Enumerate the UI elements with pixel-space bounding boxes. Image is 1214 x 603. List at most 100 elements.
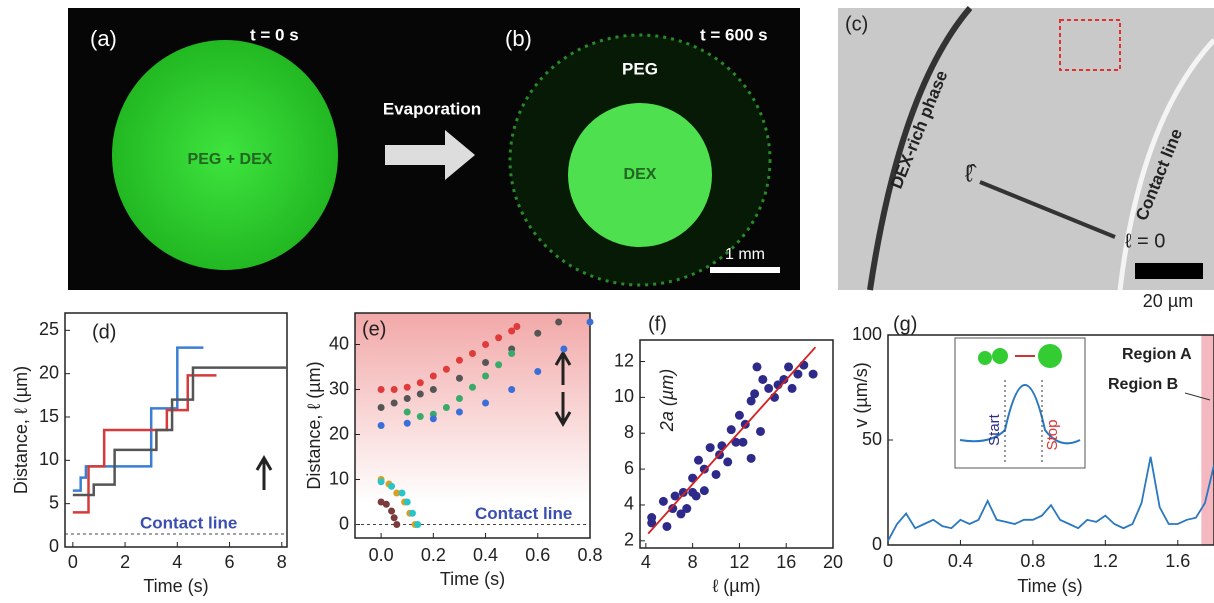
point xyxy=(756,427,765,436)
time-label: t = 600 s xyxy=(700,25,768,44)
point xyxy=(391,400,398,407)
x-tick-label: 8 xyxy=(277,552,287,572)
point xyxy=(482,359,489,366)
point xyxy=(443,366,450,373)
outer-label: PEG xyxy=(622,59,658,78)
point xyxy=(692,492,701,501)
point xyxy=(784,362,793,371)
y-tick-label: 4 xyxy=(624,494,634,514)
axes-frame xyxy=(65,313,287,547)
point xyxy=(534,330,541,337)
x-tick-label: 1.6 xyxy=(1165,551,1190,571)
x-axis-label: Time (s) xyxy=(1017,576,1082,596)
panel-label: (g) xyxy=(893,313,917,335)
y-axis-label: v (µm/s) xyxy=(851,362,871,427)
point xyxy=(799,361,808,370)
inner-label: DEX xyxy=(624,166,657,183)
x-tick-label: 0 xyxy=(883,551,893,571)
point xyxy=(469,350,476,357)
point xyxy=(555,319,562,326)
droplet xyxy=(992,348,1008,364)
point xyxy=(706,443,715,452)
point xyxy=(712,470,721,479)
point xyxy=(399,490,406,497)
droplet xyxy=(1038,344,1062,368)
y-tick-label: 6 xyxy=(624,458,634,478)
region-b xyxy=(1201,335,1214,545)
point xyxy=(404,384,411,391)
point xyxy=(404,395,411,402)
point xyxy=(508,386,515,393)
point xyxy=(723,457,732,466)
point xyxy=(482,373,489,380)
point xyxy=(738,438,747,447)
point xyxy=(735,411,744,420)
point xyxy=(809,370,818,379)
x-tick-label: 8 xyxy=(688,552,698,572)
point xyxy=(404,409,411,416)
point xyxy=(513,323,520,330)
y-tick-label: 25 xyxy=(39,319,59,339)
point xyxy=(378,422,385,429)
point xyxy=(788,384,797,393)
point xyxy=(482,400,489,407)
x-tick-label: 2 xyxy=(120,552,130,572)
point xyxy=(495,334,502,341)
y-tick-label: 40 xyxy=(329,333,349,353)
point xyxy=(659,497,668,506)
point xyxy=(752,362,761,371)
start-label: Start xyxy=(986,413,1003,446)
y-tick-label: 8 xyxy=(624,422,634,442)
point xyxy=(456,409,463,416)
point xyxy=(694,456,703,465)
point xyxy=(534,368,541,375)
x-axis-label: ℓ (µm) xyxy=(712,576,760,596)
y-tick-label: 50 xyxy=(862,429,882,449)
point xyxy=(417,379,424,386)
y-tick-label: 20 xyxy=(39,362,59,382)
y-tick-label: 5 xyxy=(49,492,59,512)
scale-bar xyxy=(710,267,780,273)
point xyxy=(388,508,395,515)
point xyxy=(469,384,476,391)
page: (a) t = 0 s PEG + DEX Evaporation (b) t … xyxy=(0,0,1214,603)
point xyxy=(764,384,773,393)
x-tick-label: 16 xyxy=(776,552,796,572)
point xyxy=(391,386,398,393)
point xyxy=(560,346,567,353)
point xyxy=(747,454,756,463)
y-tick-label: 10 xyxy=(614,386,634,406)
point xyxy=(383,501,390,508)
scale-label: 1 mm xyxy=(725,246,765,263)
series-line xyxy=(888,457,1214,541)
point xyxy=(495,361,502,368)
x-tick-label: 4 xyxy=(641,552,651,572)
x-tick-label: 0.4 xyxy=(473,545,498,565)
y-tick-label: 30 xyxy=(329,378,349,398)
point xyxy=(647,513,656,522)
panel-label: (b) xyxy=(505,26,532,51)
point xyxy=(430,373,437,380)
point xyxy=(414,521,421,528)
x-tick-label: 1.2 xyxy=(1093,551,1118,571)
droplet xyxy=(978,351,992,365)
y-tick-label: 10 xyxy=(39,449,59,469)
y-tick-label: 0 xyxy=(49,536,59,556)
y-tick-label: 0 xyxy=(872,534,882,554)
point xyxy=(404,420,411,427)
point xyxy=(456,357,463,364)
y-tick-label: 15 xyxy=(39,406,59,426)
x-tick-label: 6 xyxy=(225,552,235,572)
point xyxy=(456,395,463,402)
y-tick-label: 100 xyxy=(852,324,882,344)
point xyxy=(378,478,385,485)
y-tick-label: 10 xyxy=(329,468,349,488)
point xyxy=(404,499,411,506)
y-tick-label: 20 xyxy=(329,423,349,443)
y-axis-label: Distance, ℓ (µm) xyxy=(304,361,324,489)
point xyxy=(417,413,424,420)
y-axis-label: Distance, ℓ (µm) xyxy=(11,366,31,494)
point xyxy=(443,404,450,411)
annotation: Contact line xyxy=(475,504,572,523)
time-label: t = 0 s xyxy=(250,25,299,44)
